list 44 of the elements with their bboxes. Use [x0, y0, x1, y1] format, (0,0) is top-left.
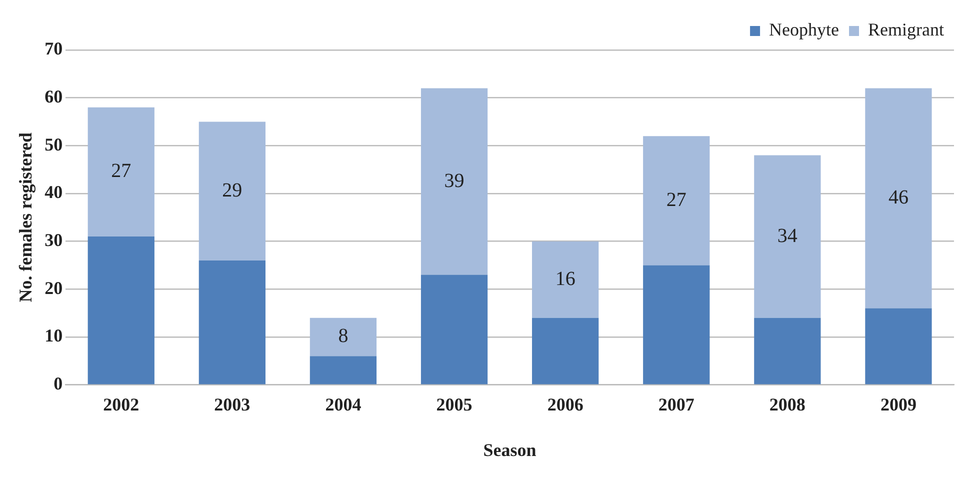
bar — [88, 236, 154, 384]
bar — [643, 265, 710, 384]
bar — [198, 122, 266, 260]
y-tick-label: 40 — [44, 182, 63, 202]
x-axis-title: Season — [483, 440, 536, 460]
data-label: 29 — [222, 179, 242, 202]
bar — [754, 155, 821, 318]
bar — [420, 88, 488, 275]
bar — [532, 241, 599, 318]
legend-label: Neophyte — [769, 20, 840, 40]
bar — [865, 88, 932, 308]
data-label: 16 — [555, 268, 576, 290]
y-tick-label: 50 — [44, 134, 63, 154]
x-tick-label: 2004 — [325, 394, 362, 414]
bar — [532, 318, 599, 384]
bar — [310, 356, 377, 384]
y-tick-label: 10 — [44, 326, 63, 346]
y-tick-label: 20 — [44, 278, 63, 298]
bar — [420, 274, 488, 384]
bar — [643, 136, 710, 266]
x-tick-label: 2005 — [436, 394, 472, 414]
y-tick-label: 30 — [44, 230, 63, 250]
y-tick-label: 60 — [44, 86, 63, 106]
data-label: 39 — [444, 170, 464, 192]
x-tick-label: 2009 — [880, 394, 916, 414]
x-tick-label: 2007 — [658, 394, 694, 414]
y-axis-title: No. females registered — [15, 132, 36, 302]
legend-label: Remigrant — [868, 20, 944, 40]
x-tick-label: 2008 — [769, 394, 806, 414]
bar — [88, 107, 154, 237]
x-tick-label: 2002 — [103, 394, 140, 414]
x-tick-label: 2003 — [214, 394, 250, 414]
bar — [310, 318, 377, 356]
data-label: 27 — [111, 160, 132, 182]
bar — [865, 308, 932, 384]
bar — [754, 318, 821, 384]
y-tick-label: 70 — [44, 38, 63, 59]
bar — [198, 260, 266, 384]
data-label: 46 — [888, 186, 908, 209]
x-tick-label: 2006 — [547, 394, 584, 414]
data-label: 34 — [777, 224, 798, 247]
y-tick-label: 0 — [54, 373, 63, 394]
data-label: 27 — [666, 188, 686, 211]
data-label: 8 — [338, 325, 348, 348]
